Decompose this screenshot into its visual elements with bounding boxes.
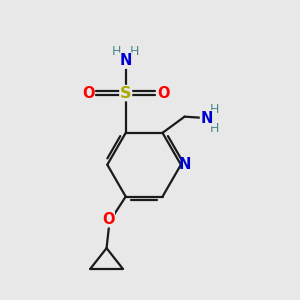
Text: O: O	[157, 85, 170, 100]
Text: H: H	[210, 122, 220, 135]
Text: O: O	[102, 212, 114, 227]
Text: H: H	[112, 45, 122, 58]
Text: S: S	[120, 85, 131, 100]
Text: N: N	[200, 111, 213, 126]
Text: N: N	[178, 157, 190, 172]
Text: H: H	[130, 45, 139, 58]
Text: N: N	[119, 53, 132, 68]
Text: H: H	[210, 103, 220, 116]
Text: O: O	[82, 85, 94, 100]
